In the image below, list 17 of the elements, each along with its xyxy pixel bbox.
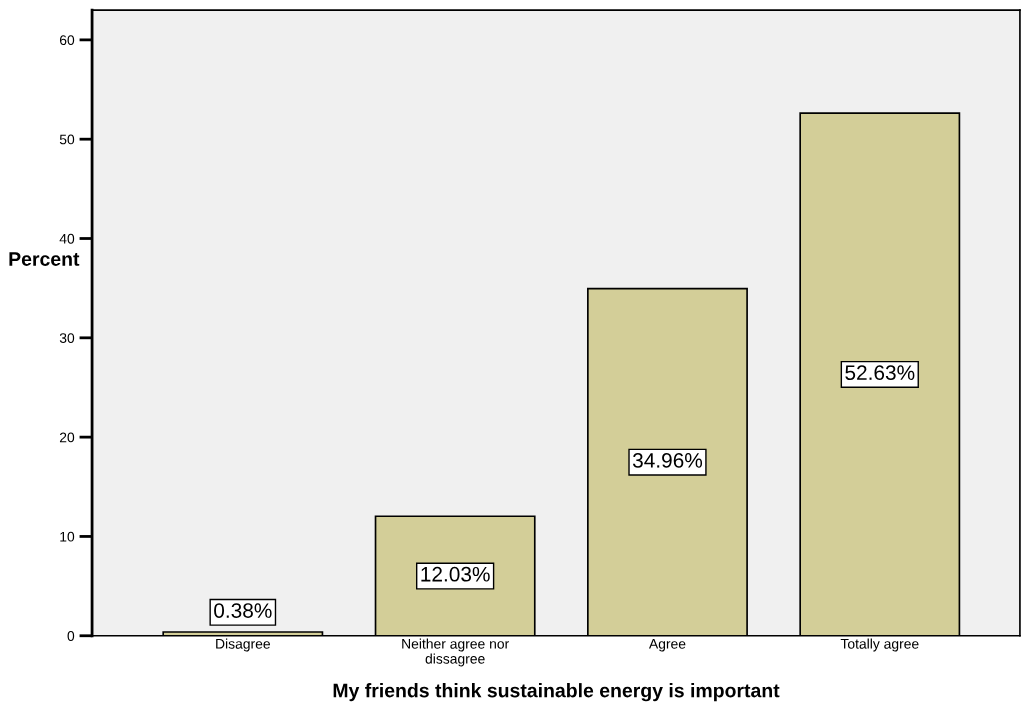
x-tick-label: Totally agree (840, 638, 919, 652)
x-tick-label: Disagree (216, 638, 270, 652)
y-tick-label: 30 (59, 333, 75, 343)
y-axis-title: Percent (9, 252, 80, 266)
y-tick-label: 50 (59, 134, 75, 145)
x-axis-title: My friends think sustainable energy is important (333, 683, 780, 702)
x-tick-label: Agree (648, 639, 686, 652)
y-tick-label: 20 (59, 432, 75, 443)
data-label: 52.63% (845, 365, 915, 381)
data-label: 12.03% (421, 566, 490, 582)
x-tick-label: Neither agree nor dissagree (402, 638, 509, 667)
y-tick-label: 60 (59, 35, 75, 46)
data-label: 34.96% (632, 453, 703, 468)
y-tick-label: 0 (67, 631, 75, 641)
data-label: 0.38% (214, 603, 272, 618)
y-tick-label: 10 (60, 531, 75, 542)
y-tick-label: 40 (59, 233, 75, 244)
